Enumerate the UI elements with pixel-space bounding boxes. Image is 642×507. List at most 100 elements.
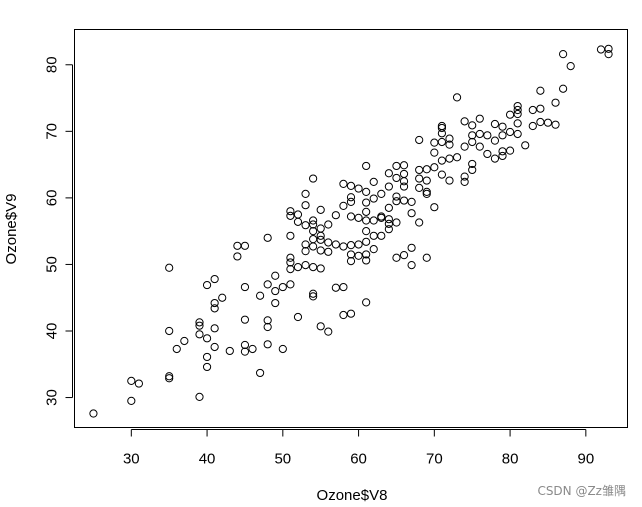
data-point <box>437 156 447 165</box>
data-point <box>362 250 371 259</box>
data-point <box>543 118 553 127</box>
data-point <box>528 105 537 115</box>
data-point <box>362 187 371 196</box>
data-point <box>309 227 318 236</box>
data-point <box>468 131 477 140</box>
data-point <box>180 336 189 346</box>
data-point <box>505 146 515 155</box>
data-point <box>437 170 447 179</box>
data-point <box>430 203 439 212</box>
data-point <box>369 216 378 225</box>
data-point <box>399 177 409 186</box>
data-point <box>422 189 431 198</box>
data-point <box>202 334 212 343</box>
data-point <box>445 134 454 143</box>
data-point <box>490 119 500 129</box>
data-point <box>377 231 386 240</box>
x-tick-label: 30 <box>123 451 140 468</box>
data-point <box>202 352 212 362</box>
data-point <box>240 340 250 350</box>
data-point <box>415 218 424 227</box>
data-point <box>271 271 280 280</box>
data-point <box>286 231 295 240</box>
data-point <box>346 193 356 202</box>
points-layer <box>89 44 613 418</box>
x-axis: 30 40 50 60 70 80 90 <box>123 429 594 468</box>
data-point <box>596 45 606 54</box>
data-point <box>460 117 469 126</box>
y-tick-label: 80 <box>44 56 61 73</box>
data-point <box>445 154 454 163</box>
data-point <box>362 298 371 307</box>
data-point <box>331 283 340 292</box>
data-point <box>483 149 492 159</box>
data-point <box>354 240 363 249</box>
data-point <box>89 409 98 418</box>
data-point <box>278 344 287 354</box>
data-point <box>362 216 371 225</box>
data-point <box>407 197 416 206</box>
data-point <box>202 280 212 290</box>
data-point <box>309 235 318 244</box>
data-point <box>437 121 447 131</box>
data-point <box>415 174 424 183</box>
data-point <box>513 129 522 139</box>
data-point <box>452 153 462 162</box>
data-point <box>240 282 250 292</box>
data-point <box>165 263 174 272</box>
data-point <box>422 165 431 174</box>
data-point <box>604 44 613 53</box>
data-point <box>286 280 295 289</box>
data-point <box>165 326 174 336</box>
data-point <box>362 227 371 236</box>
data-point <box>377 189 386 198</box>
data-point <box>339 242 348 251</box>
data-point <box>309 216 318 225</box>
data-point <box>255 368 265 378</box>
data-point <box>301 247 310 256</box>
data-point <box>362 207 371 216</box>
data-point <box>384 203 393 212</box>
data-point <box>301 221 310 230</box>
data-point <box>301 189 310 198</box>
data-point <box>210 298 219 308</box>
y-tick-label: 30 <box>44 389 61 406</box>
data-point <box>399 169 409 179</box>
data-point <box>483 131 492 140</box>
data-point <box>255 291 265 300</box>
data-point <box>316 224 325 233</box>
data-point <box>263 340 272 349</box>
data-point <box>430 148 439 157</box>
x-tick-label: 50 <box>274 451 291 468</box>
data-point <box>195 392 204 401</box>
data-point <box>384 225 393 234</box>
data-point <box>528 121 537 131</box>
data-point <box>377 212 386 221</box>
plot-frame <box>74 29 628 428</box>
data-point <box>346 250 356 259</box>
data-point <box>301 240 310 249</box>
x-tick-label: 60 <box>350 451 367 468</box>
data-point <box>346 257 356 266</box>
data-point <box>422 253 431 262</box>
data-point <box>369 231 378 240</box>
data-point <box>210 324 219 333</box>
x-axis-label: Ozone$V8 <box>317 487 388 504</box>
data-point <box>362 237 371 246</box>
data-point <box>445 140 454 149</box>
data-point <box>346 212 356 221</box>
data-point <box>324 238 333 247</box>
data-point <box>127 376 136 386</box>
data-point <box>301 201 310 210</box>
data-point <box>316 264 325 273</box>
data-point <box>513 101 522 111</box>
data-point <box>195 321 204 330</box>
data-point <box>452 93 462 102</box>
data-point <box>240 315 250 324</box>
y-tick-label: 40 <box>44 323 61 340</box>
data-point <box>309 263 318 272</box>
data-point <box>536 86 545 95</box>
data-point <box>316 322 325 331</box>
data-point <box>202 362 212 372</box>
